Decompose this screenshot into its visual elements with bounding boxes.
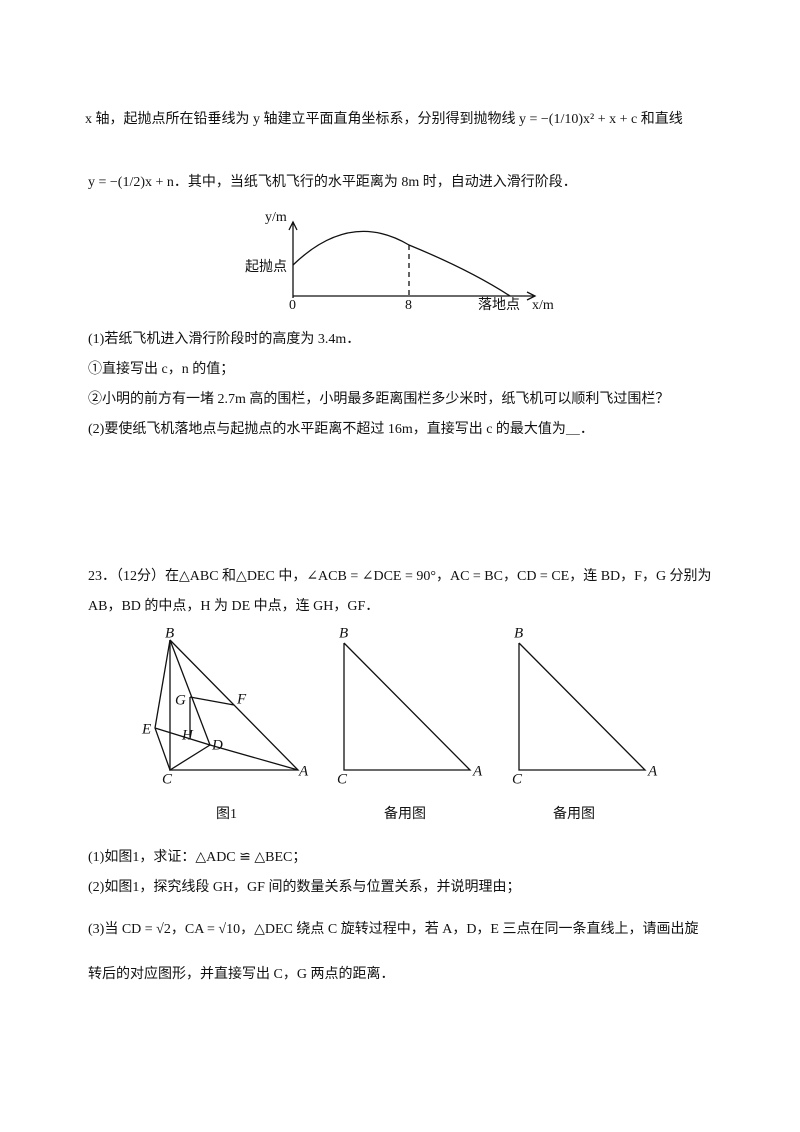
- figure-1: B G F E H D C A 图1: [141, 625, 309, 822]
- axis-label: x/m: [532, 298, 554, 313]
- segment-ad: [209, 744, 299, 771]
- point-label: E: [141, 721, 151, 737]
- text-line: (1)若纸飞机进入滑行阶段时的高度为 3.4m．: [88, 330, 360, 347]
- point-label: D: [211, 737, 223, 753]
- text-line: (2)如图1，探究线段 GH，GF 间的数量关系与位置关系，并说明理由；: [88, 879, 520, 895]
- segment-gf: [189, 696, 235, 706]
- label: 起抛点: [245, 259, 287, 275]
- text-line: AB，BD 的中点，H 为 DE 中点，连 GH，GF．: [88, 598, 379, 614]
- point-label: A: [647, 763, 658, 779]
- point-label: C: [337, 771, 348, 787]
- text-line: 转后的对应图形，并直接写出 C，G 两点的距离．: [88, 965, 394, 982]
- segment-bd: [169, 639, 211, 746]
- label: 8: [405, 298, 412, 313]
- text-line: (2)要使纸飞机落地点与起抛点的水平距离不超过 16m，直接写出 c 的最大值为…: [88, 420, 594, 437]
- arrow: [288, 220, 298, 231]
- label: 0: [289, 298, 296, 313]
- triangle-dec: [154, 639, 212, 771]
- caption: 备用图: [384, 805, 426, 822]
- point-label: A: [472, 763, 483, 779]
- text-line: (3)当 CD = √2，CA = √10，△DEC 绕点 C 旋转过程中，若 …: [88, 920, 698, 937]
- figure-2: B C A 备用图: [337, 625, 483, 822]
- axis-label: y/m: [265, 210, 287, 225]
- text-line: x 轴，起抛点所在铅垂线为 y 轴建立平面直角坐标系，分别得到抛物线 y = −…: [85, 110, 683, 127]
- arrow: [526, 291, 537, 301]
- triangle: [343, 642, 472, 771]
- point-label: F: [236, 691, 247, 707]
- caption: 图1: [216, 807, 237, 822]
- point-label: G: [175, 692, 186, 708]
- flight-curve: [292, 230, 511, 297]
- text-line: ①直接写出 c，n 的值；: [88, 360, 234, 377]
- triangle: [518, 642, 647, 771]
- point-label: B: [339, 625, 348, 641]
- caption: 备用图: [553, 805, 595, 822]
- text-line: ②小明的前方有一堵 2.7m 高的围栏，小明最多距离围栏多少米时，纸飞机可以顺利…: [88, 390, 669, 407]
- text-line: 23．（12分）在△ABC 和△DEC 中，∠ACB = ∠DCE = 90°，…: [88, 568, 712, 584]
- point-label: H: [181, 727, 194, 743]
- point-label: C: [512, 771, 523, 787]
- point-label: B: [165, 625, 174, 641]
- point-label: A: [298, 763, 309, 779]
- graph: y/m 起抛点 0 8 落地点 x/m: [245, 210, 554, 313]
- point-label: C: [162, 771, 173, 787]
- point-label: B: [514, 625, 523, 641]
- text-line: y = −(1/2)x + n．其中，当纸飞机飞行的水平距离为 8m 时，自动进…: [88, 173, 577, 190]
- text-line: (1)如图1，求证：△ADC ≌ △BEC；: [88, 849, 306, 865]
- figure-3: B C A 备用图: [512, 625, 658, 822]
- label: 落地点: [478, 297, 520, 313]
